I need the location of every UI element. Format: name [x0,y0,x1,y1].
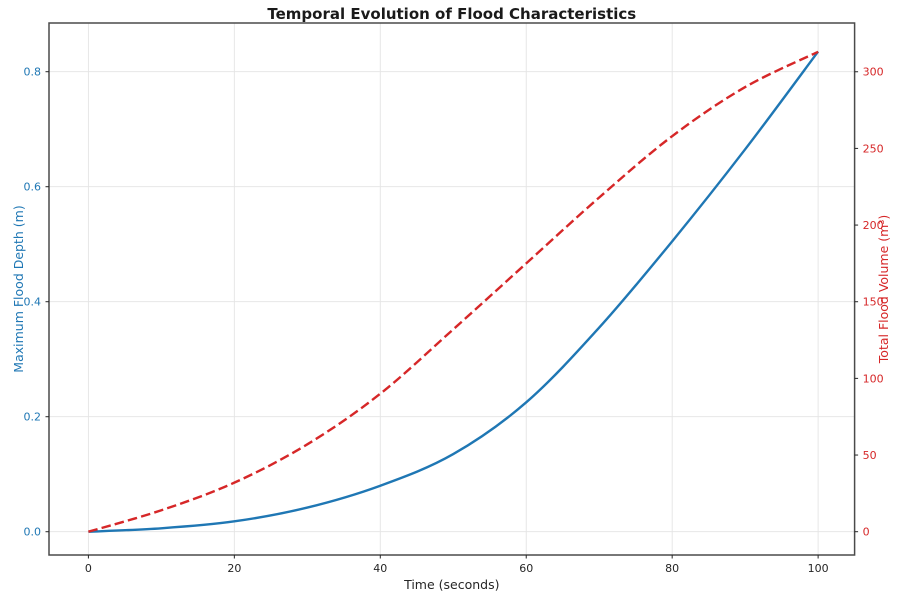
grid-layer [49,23,855,555]
x-axis-label: Time (seconds) [403,577,499,592]
chart-title: Temporal Evolution of Flood Characterist… [267,5,636,23]
y-right-tick-label: 100 [863,372,884,385]
plot-border [48,22,856,556]
y-right-tick-label: 50 [863,449,877,462]
y-axis-label-right: Total Flood Volume (m³) [876,215,891,364]
x-tick-label: 0 [85,562,92,575]
y-left-tick-label: 0.8 [24,66,42,79]
y-right-tick-label: 300 [863,66,884,79]
series-layer [88,50,820,533]
x-tick-label: 60 [519,562,533,575]
x-tick-label: 80 [665,562,679,575]
y-axis-label-left: Maximum Flood Depth (m) [11,205,26,372]
y-left-tick-label: 0.6 [24,181,42,194]
y-left-tick-label: 0.0 [24,526,42,539]
series-line-maximum-flood-depth [88,50,820,533]
y-right-tick-label: 150 [863,296,884,309]
y-right-tick-label: 250 [863,142,884,155]
y-right-tick-label: 0 [863,526,870,539]
ticks-layer: 0 20 40 60 80 100 0.0 0.2 0.4 0.6 0.8 0 50 100 150 200 2… [24,66,884,575]
y-left-tick-label: 0.2 [24,411,42,424]
y-right-tick-label: 200 [863,219,884,232]
x-tick-label: 20 [227,562,241,575]
y-left-tick-label: 0.4 [24,296,42,309]
x-tick-label: 40 [373,562,387,575]
x-tick-label: 100 [808,562,829,575]
series-line-total-flood-volume [88,50,819,533]
axes-layer [48,22,856,556]
